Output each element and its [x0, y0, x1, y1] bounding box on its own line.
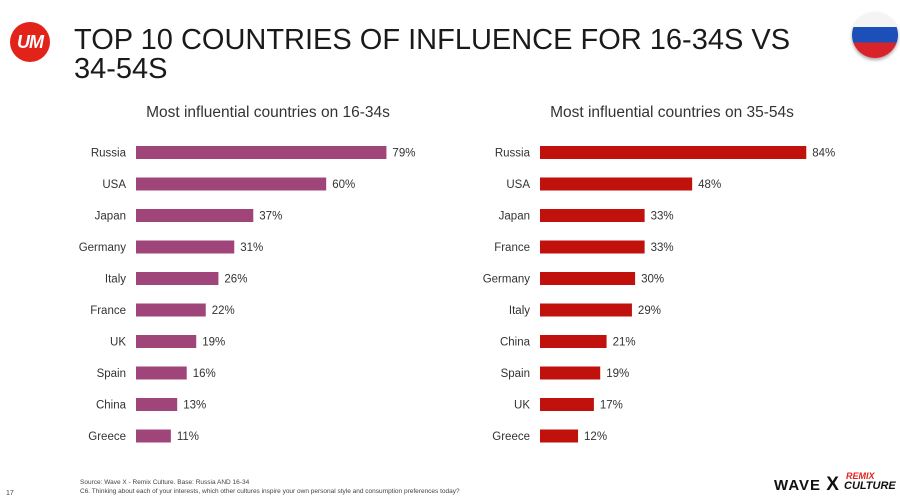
category-label-16-34: Spain	[97, 368, 126, 380]
category-label-35-54: Spain	[501, 368, 530, 380]
bar-chart-35-54: Russia 84% USA 48% Japan 33% France 33% Germany 3…	[483, 146, 835, 443]
value-label-35-54: 12%	[584, 431, 607, 443]
category-label-35-54: China	[500, 337, 531, 349]
bar-35-54	[540, 303, 632, 317]
category-label-16-34: France	[90, 305, 126, 317]
bar-chart-16-34: Russia 79% USA 60% Japan 37% Germany 31% Italy 26…	[79, 146, 415, 443]
category-label-35-54: Italy	[509, 305, 530, 317]
category-label-16-34: Germany	[79, 242, 127, 254]
value-label-16-34: 37%	[259, 211, 282, 223]
page-number: 17	[6, 490, 14, 497]
bar-16-34	[136, 272, 219, 285]
bar-35-54	[540, 366, 601, 380]
page-title: TOP 10 COUNTRIES OF INFLUENCE FOR 16-34S…	[74, 24, 791, 85]
bar-16-34	[136, 303, 206, 317]
bar-35-54	[540, 272, 636, 285]
category-label-16-34: USA	[102, 179, 126, 191]
value-label-35-54: 19%	[606, 368, 629, 380]
category-label-16-34: Greece	[88, 431, 126, 443]
value-label-16-34: 60%	[332, 179, 355, 191]
value-label-35-54: 29%	[638, 305, 661, 317]
category-label-16-34: Russia	[91, 148, 127, 160]
russia-flag-icon	[852, 12, 898, 58]
bar-35-54	[540, 146, 807, 159]
brand-wave: WAVE	[774, 477, 822, 494]
brand-remix: REMIX	[846, 471, 875, 481]
wave-x-remix-culture-logo: WAVE X REMIX CULTURE	[774, 470, 896, 496]
chart-title-35-54: Most influential countries on 35-54s	[550, 104, 794, 121]
bar-35-54	[540, 177, 693, 191]
bar-16-34	[136, 177, 327, 191]
bar-16-34	[136, 335, 197, 348]
bar-16-34	[136, 398, 178, 411]
category-label-16-34: Italy	[105, 274, 126, 286]
category-label-16-34: Japan	[95, 211, 126, 223]
bar-35-54	[540, 209, 645, 222]
bar-16-34	[136, 146, 387, 159]
chart-title-16-34: Most influential countries on 16-34s	[146, 104, 390, 121]
brand-x: X	[826, 474, 840, 495]
value-label-16-34: 26%	[224, 274, 247, 286]
category-label-35-54: Germany	[483, 274, 531, 286]
brand-wave-text: WAVE X	[774, 474, 840, 496]
bar-35-54	[540, 429, 579, 443]
bar-35-54	[540, 335, 607, 348]
value-label-35-54: 33%	[651, 211, 674, 223]
value-label-35-54: 17%	[600, 400, 623, 412]
category-label-35-54: Japan	[499, 211, 530, 223]
bar-16-34	[136, 429, 171, 443]
value-label-35-54: 48%	[698, 179, 721, 191]
value-label-35-54: 84%	[812, 148, 835, 160]
bar-16-34	[136, 209, 254, 222]
value-label-16-34: 13%	[183, 400, 206, 412]
value-label-16-34: 31%	[240, 242, 263, 254]
bar-35-54	[540, 240, 645, 254]
bar-16-34	[136, 366, 187, 380]
value-label-35-54: 33%	[651, 242, 674, 254]
value-label-35-54: 30%	[641, 274, 664, 286]
value-label-16-34: 19%	[202, 337, 225, 349]
question-line: C6. Thinking about each of your interest…	[80, 488, 460, 495]
category-label-35-54: France	[494, 242, 530, 254]
footer-source: Source: Wave X - Remix Culture. Base: Ru…	[80, 478, 460, 496]
value-label-16-34: 22%	[212, 305, 235, 317]
source-line: Source: Wave X - Remix Culture. Base: Ru…	[80, 479, 250, 486]
bar-35-54	[540, 398, 594, 411]
category-label-35-54: UK	[514, 400, 530, 412]
value-label-16-34: 79%	[392, 148, 415, 160]
value-label-16-34: 16%	[193, 368, 216, 380]
um-logo: UM	[10, 22, 50, 62]
value-label-16-34: 11%	[177, 431, 199, 443]
category-label-16-34: UK	[110, 337, 126, 349]
value-label-35-54: 21%	[613, 337, 636, 349]
category-label-35-54: Russia	[495, 148, 531, 160]
category-label-16-34: China	[96, 400, 127, 412]
bar-16-34	[136, 240, 235, 254]
category-label-35-54: USA	[506, 179, 530, 191]
brand-culture: CULTURE	[844, 480, 896, 492]
category-label-35-54: Greece	[492, 431, 530, 443]
